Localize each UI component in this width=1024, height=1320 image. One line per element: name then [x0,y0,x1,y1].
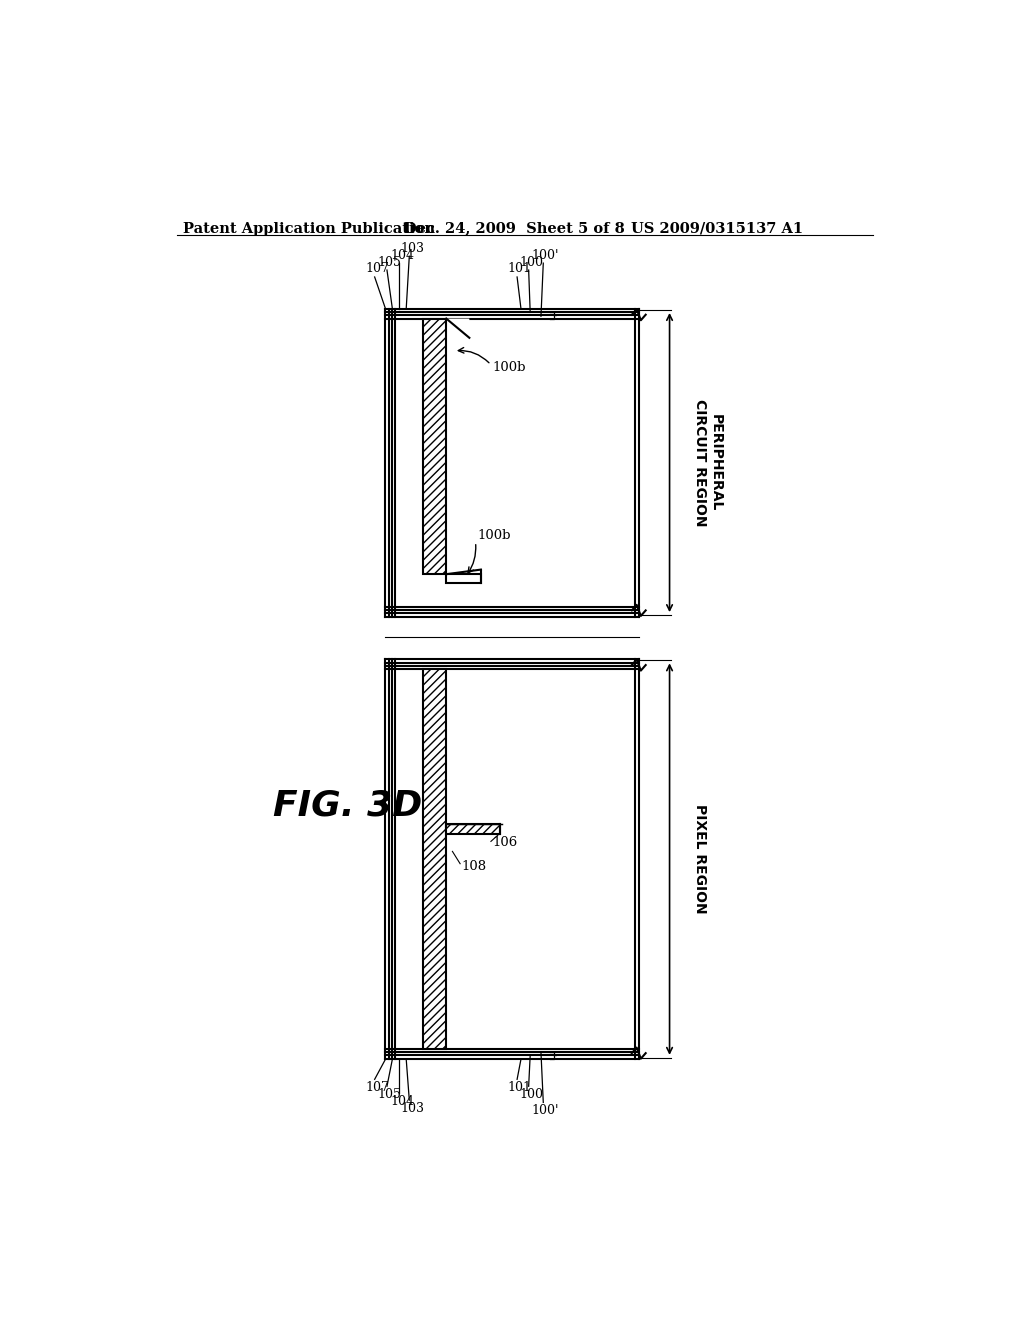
Text: 104: 104 [390,1094,414,1107]
Text: 106: 106 [493,836,518,849]
Text: 100: 100 [519,1088,544,1101]
Polygon shape [446,318,469,338]
Text: 100: 100 [519,256,544,268]
Text: US 2009/0315137 A1: US 2009/0315137 A1 [631,222,803,235]
Text: Patent Application Publication: Patent Application Publication [183,222,435,235]
Text: PERIPHERAL
CIRCUIT REGION: PERIPHERAL CIRCUIT REGION [692,399,723,527]
Bar [423,318,446,574]
Bar [385,659,639,1059]
Bar [385,309,639,616]
Bar [446,574,481,583]
Text: Dec. 24, 2009  Sheet 5 of 8: Dec. 24, 2009 Sheet 5 of 8 [403,222,625,235]
Text: 107: 107 [366,1081,389,1094]
Text: 105: 105 [378,256,401,268]
Text: 103: 103 [400,1102,424,1114]
Text: 103: 103 [400,242,424,255]
Bar [423,669,446,1049]
Text: 100b: 100b [493,362,526,375]
Text: 108: 108 [462,861,486,874]
Text: PIXEL REGION: PIXEL REGION [692,804,707,913]
Text: 100': 100' [531,248,558,261]
Text: 101: 101 [508,1081,531,1094]
Bar [446,825,500,834]
Text: 105: 105 [378,1088,401,1101]
Bar [446,809,504,838]
Text: 107: 107 [366,263,389,276]
Text: 104: 104 [390,248,414,261]
Text: 100': 100' [531,1104,558,1117]
Text: 101: 101 [508,263,531,276]
Text: FIG. 3D: FIG. 3D [273,788,422,822]
Text: 100b: 100b [477,529,511,543]
